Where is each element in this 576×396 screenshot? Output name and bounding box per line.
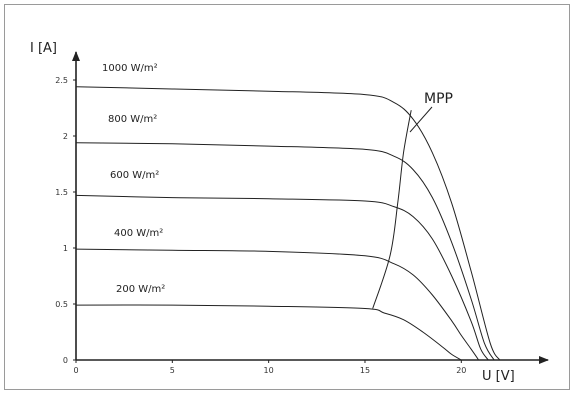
mpp-annotation-leader [409,106,433,133]
iv-curves [75,86,501,361]
y-tick-label: 0.5 [55,300,68,309]
iv-curve-series-2 [75,194,489,361]
curve-label-200: 200 W/m² [116,284,165,295]
y-tick-label: 0 [63,356,68,365]
y-tick-label: 1.5 [55,188,68,197]
iv-curve-series-0 [75,86,501,361]
iv-curve-series-1 [75,142,495,361]
y-tick-label: 2.5 [55,76,68,85]
y-ticks: 0 0.5 1 1.5 2 2.5 [55,76,76,365]
y-axis-title: I [A] [30,41,57,56]
x-ticks: 0 5 10 15 20 [73,360,466,375]
x-tick-label: 20 [456,366,466,375]
x-tick-label: 5 [170,366,175,375]
x-tick-label: 15 [360,366,370,375]
iv-curve-series-4 [75,304,462,361]
curve-label-1000: 1000 W/m² [102,63,158,74]
x-tick-label: 0 [73,366,78,375]
chart-frame [4,4,570,390]
x-axis-title: U [V] [482,369,515,384]
curve-label-800: 800 W/m² [108,114,157,125]
curve-label-400: 400 W/m² [114,228,163,239]
y-tick-label: 1 [63,244,68,253]
curve-label-600: 600 W/m² [110,170,159,181]
mpp-curve [372,110,412,309]
iv-curve-series-3 [75,248,480,361]
mpp-annotation-label: MPP [424,91,453,107]
x-tick-label: 10 [264,366,274,375]
y-tick-label: 2 [63,132,68,141]
